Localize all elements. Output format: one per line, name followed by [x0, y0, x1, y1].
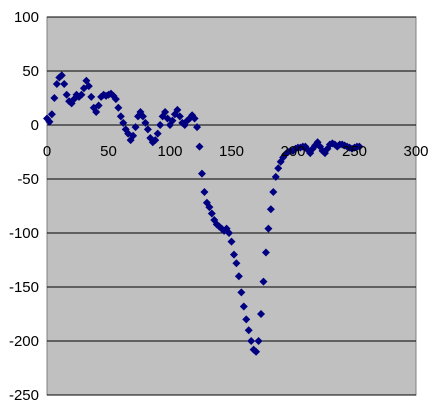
y-axis-tick-labels: 100 50 0 -50 -100 -150 -200 -250	[9, 9, 39, 404]
data-point	[92, 108, 101, 117]
data-point	[116, 112, 125, 121]
data-point	[232, 259, 241, 268]
data-point	[247, 337, 256, 345]
x-tick-label: 300	[403, 143, 428, 160]
y-tick-label: -50	[17, 171, 39, 188]
data-point	[84, 82, 93, 91]
x-axis-tick-labels: 0 50 100 150 200 250 300	[43, 143, 429, 160]
data-point	[111, 95, 120, 104]
y-tick-label: 100	[14, 9, 39, 26]
data-point	[195, 142, 204, 151]
data-point	[249, 345, 258, 354]
x-tick-label: 250	[342, 143, 367, 160]
data-point	[60, 79, 69, 88]
data-point	[257, 310, 266, 318]
data-point	[190, 114, 199, 123]
data-point	[252, 347, 261, 356]
data-point	[234, 272, 243, 281]
data-point	[114, 103, 123, 112]
data-point	[254, 337, 263, 345]
data-point	[200, 187, 209, 196]
y-tick-label: 0	[31, 117, 39, 134]
data-point	[87, 92, 96, 101]
data-point	[94, 101, 103, 110]
data-point	[261, 248, 270, 257]
y-tick-label: 50	[22, 63, 39, 80]
data-point	[129, 131, 138, 140]
data-point	[131, 123, 140, 132]
data-point	[264, 224, 273, 233]
data-point	[138, 112, 147, 121]
data-point	[45, 117, 54, 126]
data-point	[52, 79, 61, 88]
data-point	[57, 71, 66, 80]
data-point	[205, 203, 214, 212]
data-markers	[43, 71, 364, 356]
data-point	[271, 172, 280, 181]
plot-area	[46, 16, 417, 396]
data-point	[193, 123, 202, 132]
data-point	[239, 302, 248, 311]
data-point	[242, 315, 251, 324]
x-tick-label: 200	[280, 143, 305, 160]
data-point	[173, 105, 182, 114]
y-tick-label: -250	[9, 387, 39, 404]
data-point	[143, 125, 152, 134]
data-point	[175, 112, 184, 121]
data-point	[119, 118, 128, 127]
data-point	[62, 90, 71, 99]
data-point	[77, 90, 86, 99]
y-tick-label: -200	[9, 333, 39, 350]
y-tick-label: -100	[9, 225, 39, 242]
data-point	[156, 121, 165, 129]
data-point	[141, 118, 150, 127]
data-point	[266, 205, 275, 214]
data-point	[161, 108, 170, 117]
data-point	[227, 237, 236, 246]
data-point	[207, 209, 216, 218]
data-point	[355, 142, 364, 151]
data-point	[151, 136, 160, 145]
y-tick-label: -150	[9, 279, 39, 296]
x-tick-label: 0	[43, 143, 51, 160]
data-point	[244, 326, 253, 335]
data-point	[259, 277, 268, 286]
data-point	[153, 129, 162, 138]
data-point	[50, 94, 59, 102]
data-point	[168, 116, 177, 125]
data-point	[47, 110, 56, 119]
data-point	[229, 250, 238, 259]
data-point	[274, 164, 283, 173]
data-point	[225, 229, 234, 237]
data-point	[197, 169, 206, 178]
x-tick-label: 150	[219, 143, 244, 160]
data-point	[269, 187, 278, 196]
x-tick-label: 100	[157, 143, 182, 160]
x-tick-label: 50	[100, 143, 117, 160]
data-point	[237, 288, 246, 297]
